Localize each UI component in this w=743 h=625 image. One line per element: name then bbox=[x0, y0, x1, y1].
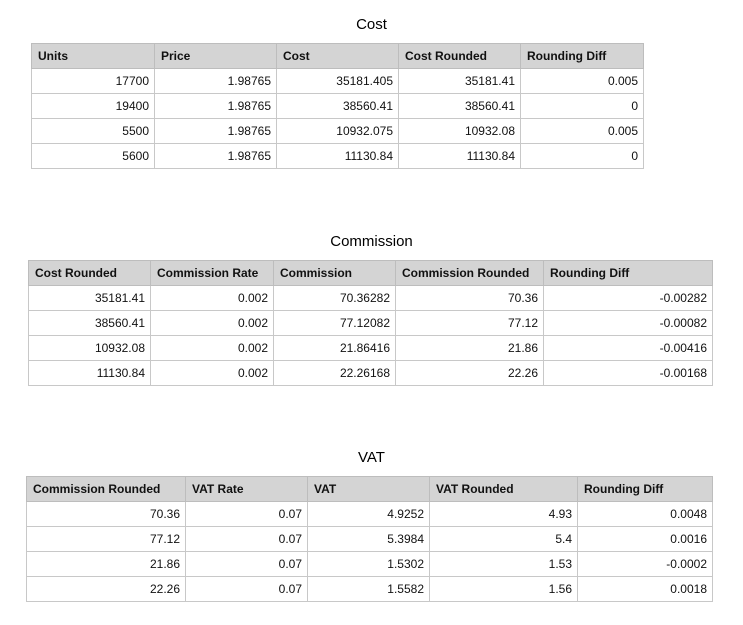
cost-table-title: Cost bbox=[356, 16, 387, 33]
table-cell: 10932.075 bbox=[276, 118, 399, 144]
column-header: VAT bbox=[307, 476, 430, 502]
column-header: Cost Rounded bbox=[28, 260, 151, 286]
table-row: 5600 1.98765 11130.84 11130.84 0 bbox=[31, 143, 644, 169]
table-cell: -0.00282 bbox=[543, 285, 713, 311]
table-cell: 1.53 bbox=[429, 551, 578, 577]
column-header: Commission Rounded bbox=[395, 260, 544, 286]
table-row: 17700 1.98765 35181.405 35181.41 0.005 bbox=[31, 68, 644, 94]
column-header: Commission Rate bbox=[150, 260, 274, 286]
table-row: 19400 1.98765 38560.41 38560.41 0 bbox=[31, 93, 644, 119]
table-cell: 70.36 bbox=[26, 501, 186, 527]
table-cell: 4.93 bbox=[429, 501, 578, 527]
table-cell: 22.26 bbox=[395, 360, 544, 386]
column-header: Units bbox=[31, 43, 155, 69]
table-cell: 0.07 bbox=[185, 576, 308, 602]
vat-table: Commission Rounded VAT Rate VAT VAT Roun… bbox=[26, 476, 713, 602]
column-header: Price bbox=[154, 43, 277, 69]
table-cell: 70.36282 bbox=[273, 285, 396, 311]
table-cell: 35181.41 bbox=[28, 285, 151, 311]
column-header: VAT Rounded bbox=[429, 476, 578, 502]
table-cell: -0.00168 bbox=[543, 360, 713, 386]
table-cell: 21.86 bbox=[26, 551, 186, 577]
table-cell: 5500 bbox=[31, 118, 155, 144]
table-cell: 4.9252 bbox=[307, 501, 430, 527]
table-cell: 22.26168 bbox=[273, 360, 396, 386]
table-row: 77.12 0.07 5.3984 5.4 0.0016 bbox=[26, 526, 713, 552]
table-cell: -0.00082 bbox=[543, 310, 713, 336]
table-cell: 0.0018 bbox=[577, 576, 713, 602]
table-row: 35181.41 0.002 70.36282 70.36 -0.00282 bbox=[28, 285, 713, 311]
table-cell: 0.002 bbox=[150, 335, 274, 361]
table-cell: 1.56 bbox=[429, 576, 578, 602]
table-cell: 11130.84 bbox=[276, 143, 399, 169]
table-cell: 77.12 bbox=[26, 526, 186, 552]
table-cell: 21.86416 bbox=[273, 335, 396, 361]
table-cell: 77.12082 bbox=[273, 310, 396, 336]
column-header: Rounding Diff bbox=[577, 476, 713, 502]
commission-table: Cost Rounded Commission Rate Commission … bbox=[28, 260, 713, 386]
table-cell: 5.4 bbox=[429, 526, 578, 552]
table-cell: 0.005 bbox=[520, 118, 644, 144]
table-cell: 38560.41 bbox=[28, 310, 151, 336]
table-cell: 17700 bbox=[31, 68, 155, 94]
column-header: Commission Rounded bbox=[26, 476, 186, 502]
table-cell: 1.5582 bbox=[307, 576, 430, 602]
table-cell: 1.98765 bbox=[154, 143, 277, 169]
header-row: Commission Rounded VAT Rate VAT VAT Roun… bbox=[26, 476, 713, 502]
table-cell: 11130.84 bbox=[28, 360, 151, 386]
table-cell: 0.07 bbox=[185, 551, 308, 577]
table-row: 22.26 0.07 1.5582 1.56 0.0018 bbox=[26, 576, 713, 602]
column-header: Cost Rounded bbox=[398, 43, 521, 69]
vat-table-title: VAT bbox=[358, 449, 385, 466]
table-cell: 1.98765 bbox=[154, 68, 277, 94]
table-cell: 0.0048 bbox=[577, 501, 713, 527]
table-cell: 5600 bbox=[31, 143, 155, 169]
table-cell: 35181.41 bbox=[398, 68, 521, 94]
table-row: 21.86 0.07 1.5302 1.53 -0.0002 bbox=[26, 551, 713, 577]
table-cell: 35181.405 bbox=[276, 68, 399, 94]
table-cell: 0 bbox=[520, 93, 644, 119]
table-cell: 22.26 bbox=[26, 576, 186, 602]
table-cell: 38560.41 bbox=[398, 93, 521, 119]
commission-table-title: Commission bbox=[330, 233, 413, 250]
table-cell: 0.07 bbox=[185, 526, 308, 552]
table-cell: 0.002 bbox=[150, 360, 274, 386]
column-header: VAT Rate bbox=[185, 476, 308, 502]
header-row: Cost Rounded Commission Rate Commission … bbox=[28, 260, 713, 286]
table-cell: 0.0016 bbox=[577, 526, 713, 552]
table-cell: 1.5302 bbox=[307, 551, 430, 577]
table-row: 38560.41 0.002 77.12082 77.12 -0.00082 bbox=[28, 310, 713, 336]
table-row: 5500 1.98765 10932.075 10932.08 0.005 bbox=[31, 118, 644, 144]
table-cell: 0.002 bbox=[150, 310, 274, 336]
table-cell: 19400 bbox=[31, 93, 155, 119]
table-row: 70.36 0.07 4.9252 4.93 0.0048 bbox=[26, 501, 713, 527]
table-cell: 0.002 bbox=[150, 285, 274, 311]
table-cell: 1.98765 bbox=[154, 118, 277, 144]
table-cell: 10932.08 bbox=[398, 118, 521, 144]
table-row: 11130.84 0.002 22.26168 22.26 -0.00168 bbox=[28, 360, 713, 386]
column-header: Cost bbox=[276, 43, 399, 69]
table-cell: 10932.08 bbox=[28, 335, 151, 361]
table-cell: 5.3984 bbox=[307, 526, 430, 552]
column-header: Commission bbox=[273, 260, 396, 286]
cost-table: Units Price Cost Cost Rounded Rounding D… bbox=[31, 43, 644, 169]
table-cell: 38560.41 bbox=[276, 93, 399, 119]
column-header: Rounding Diff bbox=[520, 43, 644, 69]
table-cell: 70.36 bbox=[395, 285, 544, 311]
table-cell: 1.98765 bbox=[154, 93, 277, 119]
header-row: Units Price Cost Cost Rounded Rounding D… bbox=[31, 43, 644, 69]
table-row: 10932.08 0.002 21.86416 21.86 -0.00416 bbox=[28, 335, 713, 361]
table-cell: 0 bbox=[520, 143, 644, 169]
table-cell: 11130.84 bbox=[398, 143, 521, 169]
table-cell: -0.0002 bbox=[577, 551, 713, 577]
table-cell: 0.005 bbox=[520, 68, 644, 94]
table-cell: 77.12 bbox=[395, 310, 544, 336]
table-cell: 21.86 bbox=[395, 335, 544, 361]
column-header: Rounding Diff bbox=[543, 260, 713, 286]
table-cell: -0.00416 bbox=[543, 335, 713, 361]
table-cell: 0.07 bbox=[185, 501, 308, 527]
